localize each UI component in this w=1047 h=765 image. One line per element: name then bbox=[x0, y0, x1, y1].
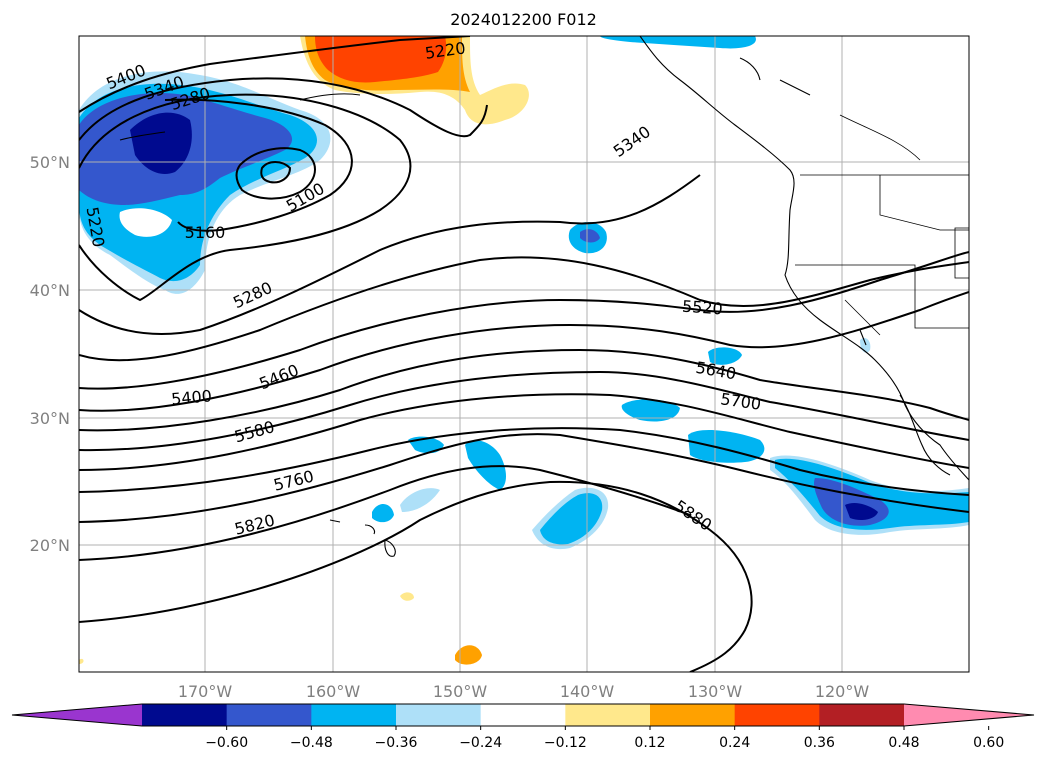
map-frame bbox=[78, 35, 970, 673]
height-contours bbox=[79, 36, 969, 672]
lon-label: 120°W bbox=[815, 682, 870, 701]
colorbar-swatch bbox=[650, 704, 736, 726]
contour-label: 5580 bbox=[232, 417, 276, 446]
lon-label: 130°W bbox=[688, 682, 743, 701]
contour-label: 5700 bbox=[719, 389, 762, 413]
colorbar-swatch bbox=[734, 704, 820, 726]
colorbar: −0.60 −0.48 −0.36 −0.24 −0.12 0.12 0.24 0.36 0.4… bbox=[11, 703, 1035, 751]
contour-label: 5400 bbox=[170, 386, 212, 408]
colorbar-tick-label: 0.48 bbox=[888, 735, 919, 751]
lon-label: 140°W bbox=[560, 682, 615, 701]
anomaly-shading bbox=[79, 36, 969, 665]
colorbar-tick-label: −0.24 bbox=[459, 735, 502, 751]
colorbar-swatch bbox=[311, 704, 397, 726]
colorbar-extend-high bbox=[904, 704, 1034, 726]
colorbar-tick-label: 0.12 bbox=[634, 735, 665, 751]
latitude-labels: 50°N 40°N 30°N 20°N bbox=[30, 153, 70, 555]
lat-label: 30°N bbox=[30, 409, 70, 428]
contour-labels: 5400 5340 5280 5220 5220 5100 5160 5340 … bbox=[83, 38, 763, 538]
colorbar-swatch bbox=[480, 704, 566, 726]
colorbar-swatch bbox=[226, 704, 312, 726]
lon-label: 160°W bbox=[306, 682, 361, 701]
colorbar-swatch bbox=[819, 704, 905, 726]
colorbar-swatch bbox=[396, 704, 482, 726]
colorbar-tick-label: 0.60 bbox=[973, 735, 1004, 751]
map-title: 2024012200 F012 bbox=[450, 10, 597, 29]
contour-label: 5820 bbox=[233, 511, 277, 539]
colorbar-swatch bbox=[142, 704, 228, 726]
contour-label: 5520 bbox=[681, 297, 723, 319]
colorbar-tick-label: −0.60 bbox=[205, 735, 248, 751]
colorbar-extend-low bbox=[12, 704, 142, 726]
contour-label: 5100 bbox=[283, 179, 328, 216]
colorbar-swatch bbox=[565, 704, 651, 726]
colorbar-outline bbox=[11, 703, 1035, 727]
contour-label: 5160 bbox=[185, 223, 226, 242]
coastlines bbox=[119, 36, 969, 557]
lat-label: 40°N bbox=[30, 281, 70, 300]
longitude-labels: 170°W 160°W 150°W 140°W 130°W 120°W bbox=[178, 682, 870, 701]
lat-label: 20°N bbox=[30, 536, 70, 555]
lon-label: 170°W bbox=[178, 682, 233, 701]
contour-label: 5460 bbox=[257, 360, 302, 393]
lon-label: 150°W bbox=[433, 682, 488, 701]
map-plot-area: 5400 5340 5280 5220 5220 5100 5160 5340 … bbox=[79, 36, 969, 672]
colorbar-tick-label: −0.48 bbox=[290, 735, 333, 751]
colorbar-tick-label: −0.36 bbox=[375, 735, 418, 751]
lat-label: 50°N bbox=[30, 153, 70, 172]
borders bbox=[795, 114, 969, 336]
colorbar-tick-label: −0.12 bbox=[544, 735, 587, 751]
colorbar-tick-label: 0.24 bbox=[719, 735, 750, 751]
contour-label: 5280 bbox=[230, 278, 275, 312]
grid-lines bbox=[79, 36, 969, 672]
colorbar-tick-label: 0.36 bbox=[804, 735, 835, 751]
contour-label: 5340 bbox=[610, 122, 654, 161]
